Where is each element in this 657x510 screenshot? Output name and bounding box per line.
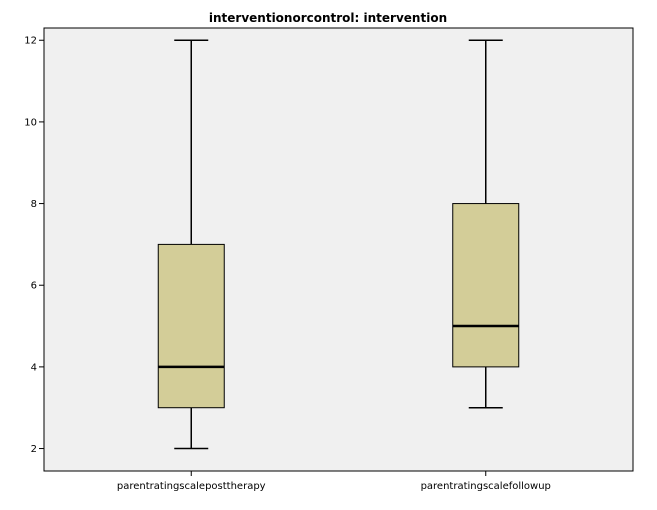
y-tick-label: 12 xyxy=(24,36,37,47)
y-tick-label: 6 xyxy=(31,281,37,292)
iqr-box xyxy=(157,243,225,409)
plot-area xyxy=(43,27,634,472)
y-tick-label: 2 xyxy=(31,444,37,455)
iqr-box xyxy=(452,203,520,368)
box-2 xyxy=(452,39,520,409)
y-axis: 2 4 6 8 10 12 xyxy=(24,36,44,455)
y-tick-label: 10 xyxy=(24,117,37,128)
x-axis: parentratingscaleposttherapy parentrating… xyxy=(117,471,551,492)
y-tick-label: 4 xyxy=(31,362,37,373)
chart-title: interventionorcontrol: intervention xyxy=(209,11,447,25)
box-group xyxy=(157,39,520,450)
x-category-label: parentratingscalefollowup xyxy=(421,481,551,492)
x-category-label: parentratingscaleposttherapy xyxy=(117,481,266,492)
y-tick-label: 8 xyxy=(31,199,37,210)
box-1 xyxy=(157,39,225,450)
